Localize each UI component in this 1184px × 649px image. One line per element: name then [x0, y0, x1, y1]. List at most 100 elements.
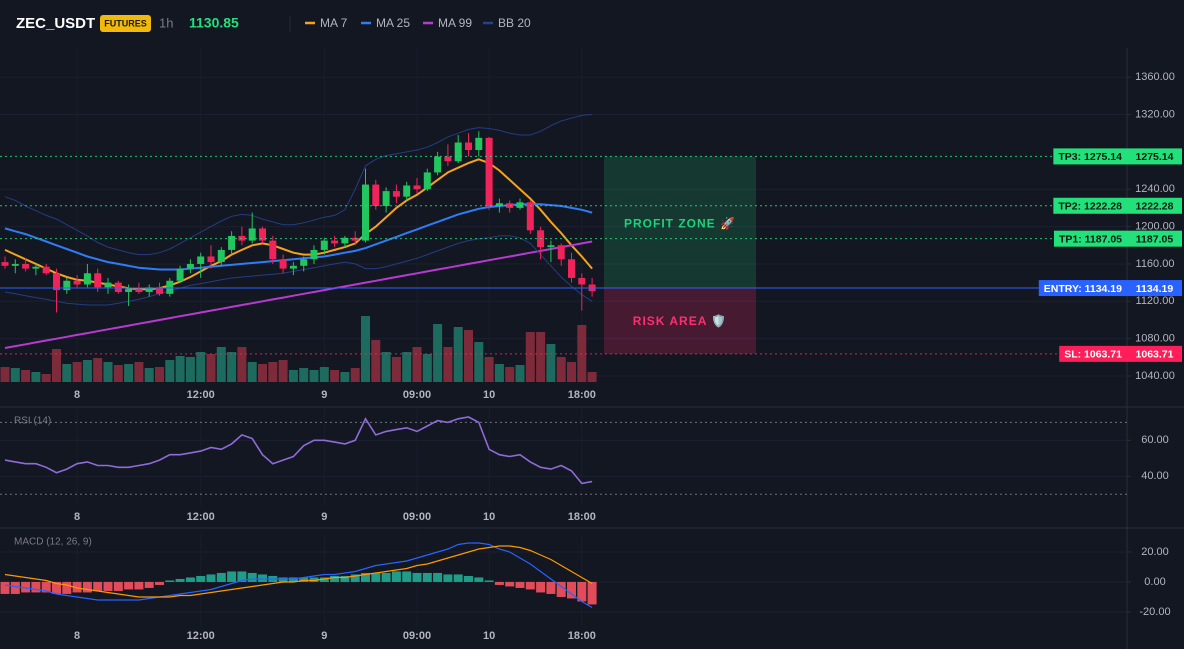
candle-body [557, 245, 565, 260]
candle-body [341, 237, 349, 244]
candle-body [465, 142, 472, 150]
volume-bar [268, 362, 278, 382]
volume-bar [113, 365, 123, 382]
candle-body [22, 263, 30, 269]
macd-hist-bar [155, 581, 164, 585]
candle-body [73, 280, 81, 285]
candle-body [114, 282, 122, 292]
volume-bar [515, 365, 525, 382]
level-tag: SL: 1063.71 [1064, 349, 1122, 361]
macd-hist-bar [505, 581, 515, 587]
macd-hist-bar [391, 571, 401, 582]
volume-bar [567, 362, 576, 382]
candle-body [434, 156, 442, 173]
macd-hist-bar [144, 581, 154, 588]
volume-bar [494, 364, 504, 382]
volume-bar [185, 357, 195, 382]
macd-hist-bar [165, 580, 175, 582]
candle-body [413, 185, 421, 190]
volume-bar [155, 367, 164, 382]
macd-hist-bar [72, 581, 82, 593]
macd-hist-bar [515, 581, 525, 588]
indicator-line [4, 158, 593, 291]
symbol: ZEC_USDT [16, 15, 95, 32]
candle-body [423, 172, 431, 190]
volume-bar [433, 324, 443, 382]
x-tick-label: 10 [483, 511, 495, 523]
volume-bar [21, 370, 31, 382]
volume-bar [546, 344, 556, 382]
candle-body [104, 282, 112, 288]
candle-body [186, 263, 194, 269]
pane-title: RSI (14) [14, 416, 51, 427]
profit-zone [604, 156, 756, 289]
volume-bar [175, 356, 185, 382]
candle-body [526, 202, 534, 231]
volume-bar [525, 332, 535, 382]
candle-body [547, 245, 555, 248]
macd-hist-bar [258, 574, 267, 582]
x-tick-label: 8 [74, 630, 80, 642]
candle-body [289, 265, 297, 269]
level-tag-bg [1053, 197, 1127, 214]
candle-body [217, 249, 225, 263]
volume-bar [309, 370, 319, 382]
macd-hist-bar [247, 572, 257, 582]
x-tick-label: 9 [321, 511, 327, 523]
macd-hist-bar [340, 575, 350, 582]
volume-bar [103, 362, 113, 382]
level-tag: TP2: 1222.28 [1058, 201, 1122, 213]
volume-bar [361, 316, 370, 382]
macd-hist-bar [536, 581, 546, 593]
macd-hist-bar [587, 581, 597, 605]
macd-hist-bar [278, 577, 288, 582]
pane-title: MACD (12, 26, 9) [14, 537, 92, 548]
candle-body [475, 137, 483, 150]
macd-hist-bar [484, 580, 494, 582]
x-tick-label: 8 [74, 511, 80, 523]
x-tick-label: 9 [321, 630, 327, 642]
macd-hist-bar [299, 577, 309, 582]
volume-bar [82, 360, 92, 382]
x-tick-label: 10 [483, 389, 495, 401]
macd-hist-bar [381, 572, 391, 582]
macd-line [4, 545, 593, 598]
zone-label: RISK AREA 🛡️ [633, 314, 727, 328]
volume-bar [196, 352, 206, 382]
macd-hist-bar [206, 574, 216, 582]
indicator-line [4, 235, 593, 306]
x-tick-label: 18:00 [568, 389, 596, 401]
macd-hist-bar [319, 577, 329, 582]
candle-body [269, 240, 277, 260]
volume-bar [299, 368, 309, 382]
volume-bar [371, 340, 381, 382]
volume-bar [484, 357, 494, 382]
price-tag-bg [1127, 197, 1182, 214]
y-tick-label: -20.00 [1139, 606, 1170, 618]
price-tag-bg [1127, 345, 1182, 362]
volume-bar [391, 357, 401, 382]
x-tick-label: 12:00 [187, 630, 215, 642]
y-tick-label: 20.00 [1141, 546, 1169, 558]
candle-body [444, 156, 452, 162]
macd-hist-bar [82, 581, 92, 593]
macd-hist-bar [185, 577, 195, 582]
candle-body [145, 287, 153, 292]
macd-hist-bar [556, 581, 566, 597]
macd-hist-bar [62, 581, 72, 594]
volume-bar [144, 368, 154, 382]
macd-hist-bar [288, 577, 298, 582]
macd-hist-bar [525, 581, 535, 590]
volume-bar [72, 362, 82, 382]
price-tag: 1063.71 [1136, 349, 1174, 361]
x-tick-label: 09:00 [403, 630, 431, 642]
macd-hist-bar [546, 581, 556, 594]
macd-hist-bar [113, 581, 123, 591]
macd-hist-bar [361, 572, 370, 582]
macd-hist-bar [433, 572, 443, 582]
volume-bar [134, 362, 144, 382]
volume-bar [93, 358, 103, 382]
rsi-line [4, 416, 593, 485]
x-tick-label: 12:00 [187, 389, 215, 401]
volume-bar [41, 374, 51, 382]
